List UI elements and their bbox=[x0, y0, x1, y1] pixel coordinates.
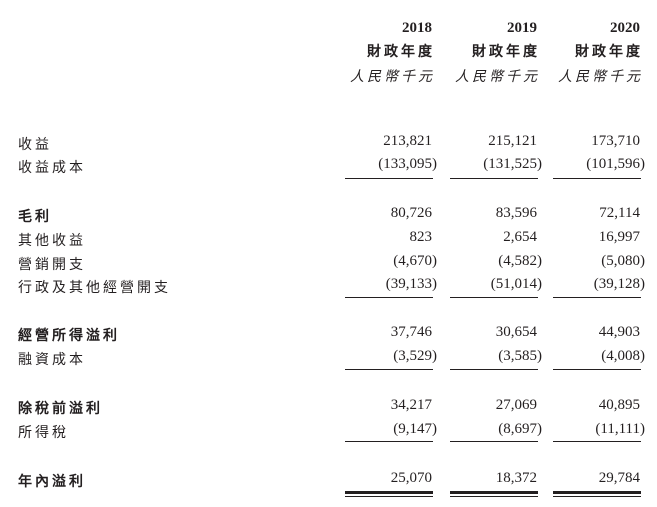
row-value: 215,121 bbox=[488, 133, 537, 149]
row-value: (4,670) bbox=[393, 253, 437, 269]
row-value: 2,654 bbox=[503, 229, 537, 245]
row-label: 融資成本 bbox=[18, 353, 86, 368]
row-label: 收益 bbox=[18, 138, 52, 153]
row-value: (131,525) bbox=[483, 156, 542, 172]
row-value: (5,080) bbox=[601, 253, 645, 269]
column-year: 2018 bbox=[402, 20, 432, 36]
subtotal-rule bbox=[553, 178, 641, 179]
subtotal-rule bbox=[450, 178, 538, 179]
row-value: 18,372 bbox=[495, 470, 537, 486]
row-value: 34,217 bbox=[390, 397, 432, 413]
row-value: (11,111) bbox=[595, 421, 645, 437]
row-value: 30,654 bbox=[495, 324, 537, 340]
row-value: 29,784 bbox=[598, 470, 640, 486]
row-value: 44,903 bbox=[598, 324, 640, 340]
row-label: 年內溢利 bbox=[18, 475, 86, 490]
row-value: (133,095) bbox=[378, 156, 437, 172]
row-label: 經營所得溢利 bbox=[18, 329, 120, 344]
row-value: 173,710 bbox=[591, 133, 640, 149]
subtotal-rule bbox=[345, 441, 433, 442]
column-unit: 人民幣千元 bbox=[558, 70, 643, 85]
row-label: 毛利 bbox=[18, 210, 52, 225]
row-value: (3,529) bbox=[393, 348, 437, 364]
total-double-rule bbox=[450, 491, 538, 497]
column-year: 2019 bbox=[507, 20, 537, 36]
row-value: (39,128) bbox=[593, 276, 645, 292]
subtotal-rule bbox=[553, 369, 641, 370]
column-period: 財政年度 bbox=[575, 45, 643, 60]
row-value: (39,133) bbox=[385, 276, 437, 292]
row-value: (3,585) bbox=[498, 348, 542, 364]
row-value: (8,697) bbox=[498, 421, 542, 437]
subtotal-rule bbox=[553, 297, 641, 298]
row-value: 83,596 bbox=[495, 205, 537, 221]
row-value: 40,895 bbox=[598, 397, 640, 413]
row-label: 行政及其他經營開支 bbox=[18, 281, 171, 296]
column-year: 2020 bbox=[610, 20, 640, 36]
row-value: 80,726 bbox=[390, 205, 432, 221]
row-value: (101,596) bbox=[586, 156, 645, 172]
row-label: 所得稅 bbox=[18, 426, 69, 441]
row-value: 213,821 bbox=[383, 133, 432, 149]
row-value: (4,582) bbox=[498, 253, 542, 269]
row-label: 營銷開支 bbox=[18, 258, 86, 273]
total-double-rule bbox=[345, 491, 433, 497]
row-value: 27,069 bbox=[495, 397, 537, 413]
subtotal-rule bbox=[450, 369, 538, 370]
row-label: 收益成本 bbox=[18, 161, 86, 176]
row-value: 25,070 bbox=[390, 470, 432, 486]
column-period: 財政年度 bbox=[472, 45, 540, 60]
column-period: 財政年度 bbox=[367, 45, 435, 60]
row-value: 823 bbox=[409, 229, 433, 245]
column-unit: 人民幣千元 bbox=[350, 70, 435, 85]
subtotal-rule bbox=[345, 297, 433, 298]
subtotal-rule bbox=[345, 369, 433, 370]
row-value: (9,147) bbox=[393, 421, 437, 437]
total-double-rule bbox=[553, 491, 641, 497]
column-unit: 人民幣千元 bbox=[455, 70, 540, 85]
row-value: 72,114 bbox=[599, 205, 640, 221]
subtotal-rule bbox=[553, 441, 641, 442]
subtotal-rule bbox=[345, 178, 433, 179]
row-value: 37,746 bbox=[390, 324, 432, 340]
subtotal-rule bbox=[450, 297, 538, 298]
row-label: 除稅前溢利 bbox=[18, 402, 103, 417]
row-value: (4,008) bbox=[601, 348, 645, 364]
row-label: 其他收益 bbox=[18, 234, 86, 249]
row-value: (51,014) bbox=[490, 276, 542, 292]
subtotal-rule bbox=[450, 441, 538, 442]
row-value: 16,997 bbox=[598, 229, 640, 245]
